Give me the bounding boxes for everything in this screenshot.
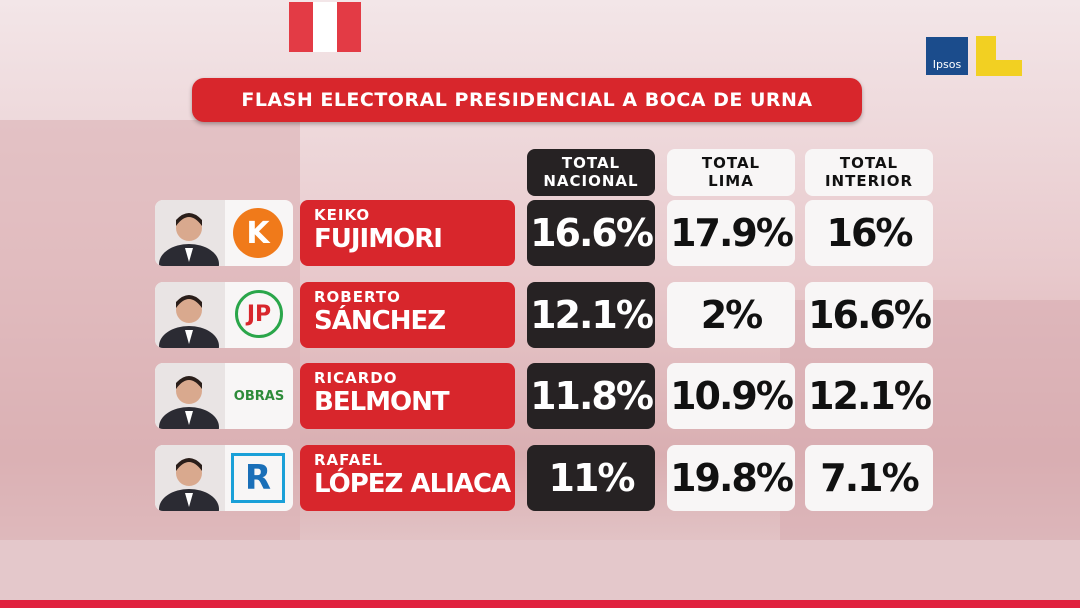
column-header: TOTAL NACIONAL	[527, 149, 655, 196]
result-value: 17.9%	[667, 200, 795, 266]
first-name: RAFAEL	[314, 451, 384, 469]
candidate-name: KEIKO FUJIMORI	[300, 200, 515, 266]
portrait	[155, 445, 225, 511]
result-value: 19.8%	[667, 445, 795, 511]
first-name: ROBERTO	[314, 288, 401, 306]
column-header-line: LIMA	[708, 172, 754, 190]
candidate-photo: R	[155, 445, 293, 511]
candidate-name: RICARDO BELMONT	[300, 363, 515, 429]
first-name: RICARDO	[314, 369, 398, 387]
column-header-line: TOTAL	[839, 154, 899, 172]
title: FLASH ELECTORAL PRESIDENCIAL A BOCA DE U…	[192, 78, 862, 122]
candidate-photo: K	[155, 200, 293, 266]
portrait	[155, 363, 225, 429]
column-header: TOTAL LIMA	[667, 149, 795, 196]
portrait	[155, 200, 225, 266]
result-value: 16.6%	[805, 282, 933, 348]
last-name: SÁNCHEZ	[314, 306, 446, 336]
party-logo: OBRAS	[233, 388, 285, 404]
last-name: FUJIMORI	[314, 224, 443, 254]
party-logo: JP	[235, 290, 283, 338]
column-header-line: TOTAL	[561, 154, 621, 172]
first-name: KEIKO	[314, 206, 371, 224]
result-value: 12.1%	[527, 282, 655, 348]
candidate-photo: OBRAS	[155, 363, 293, 429]
result-value: 16.6%	[527, 200, 655, 266]
column-header-line: NACIONAL	[543, 172, 639, 190]
result-value: 11%	[527, 445, 655, 511]
party-logo: R	[231, 453, 285, 503]
column-header: TOTAL INTERIOR	[805, 149, 933, 196]
result-value: 2%	[667, 282, 795, 348]
result-value: 11.8%	[527, 363, 655, 429]
candidate-photo: JP	[155, 282, 293, 348]
bottom-bar	[0, 600, 1080, 608]
candidate-name: RAFAEL LÓPEZ ALIACA	[300, 445, 515, 511]
column-header-line: INTERIOR	[824, 172, 914, 190]
result-value: 16%	[805, 200, 933, 266]
result-value: 10.9%	[667, 363, 795, 429]
brand-logo: Ipsos	[926, 37, 968, 75]
last-name: LÓPEZ ALIACA	[314, 469, 511, 499]
portrait	[155, 282, 225, 348]
party-logo: K	[233, 208, 283, 258]
candidate-name: ROBERTO SÁNCHEZ	[300, 282, 515, 348]
result-value: 7.1%	[805, 445, 933, 511]
last-name: BELMONT	[314, 387, 450, 417]
result-value: 12.1%	[805, 363, 933, 429]
column-header-line: TOTAL	[701, 154, 761, 172]
